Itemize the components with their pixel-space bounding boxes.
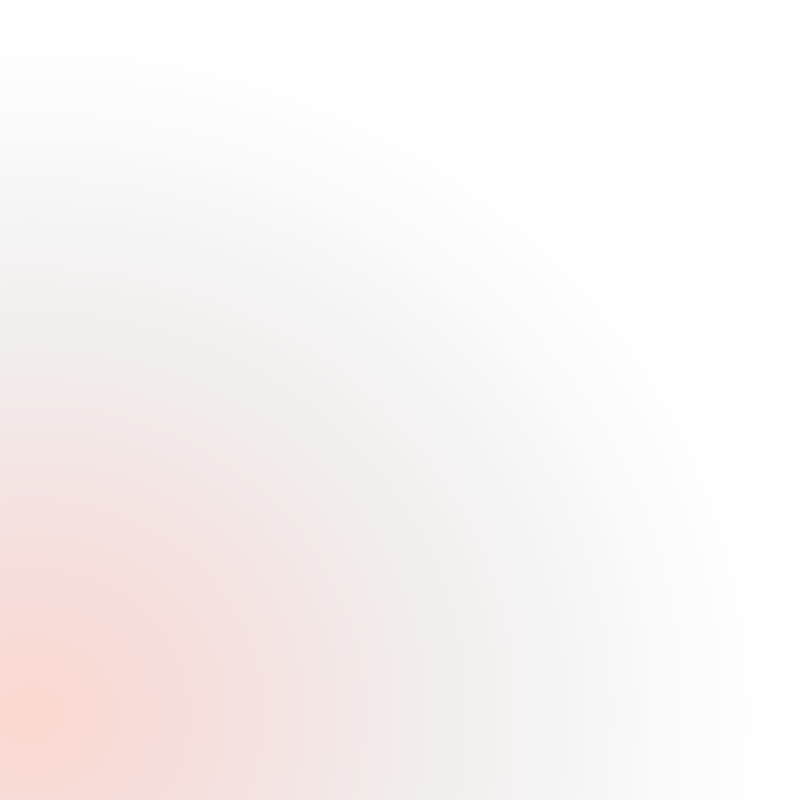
gradient-background: [0, 0, 800, 800]
page: (() => { const data = JSON.parse(documen…: [0, 0, 800, 800]
